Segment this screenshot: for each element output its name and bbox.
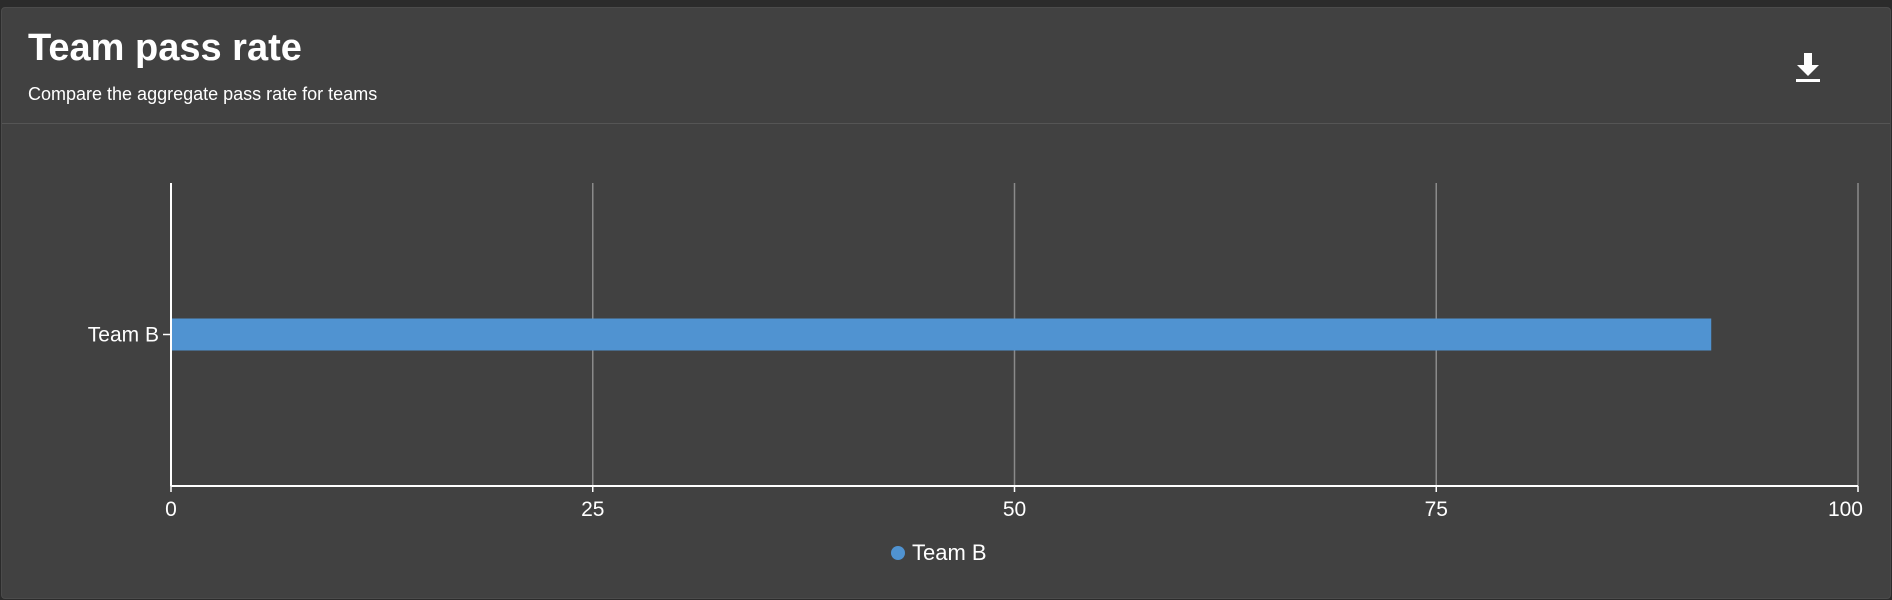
legend-label[interactable]: Team B (912, 540, 987, 565)
bars (171, 318, 1712, 351)
card-header: Team pass rate Compare the aggregate pas… (2, 8, 1890, 124)
x-tick-label-50: 50 (1003, 498, 1026, 521)
bar-chart: 0 25 50 75 100 Team B Team B (88, 183, 1863, 565)
x-tick-label-100: 100 (1828, 498, 1863, 521)
page-subtitle: Compare the aggregate pass rate for team… (28, 84, 378, 104)
bar-team-b[interactable] (171, 318, 1712, 351)
legend: Team B (891, 540, 987, 565)
x-tick-label-25: 25 (581, 498, 604, 521)
page-title: Team pass rate (28, 27, 302, 69)
x-tick-label-75: 75 (1425, 498, 1448, 521)
legend-swatch (891, 546, 905, 560)
download-button[interactable] (1788, 48, 1828, 88)
chart-card: Team pass rate Compare the aggregate pas… (1, 7, 1891, 599)
y-tick-label: Team B (88, 324, 159, 347)
axes: 0 25 50 75 100 Team B (88, 183, 1863, 521)
x-tick-label-0: 0 (165, 498, 177, 521)
download-icon (1796, 53, 1820, 82)
